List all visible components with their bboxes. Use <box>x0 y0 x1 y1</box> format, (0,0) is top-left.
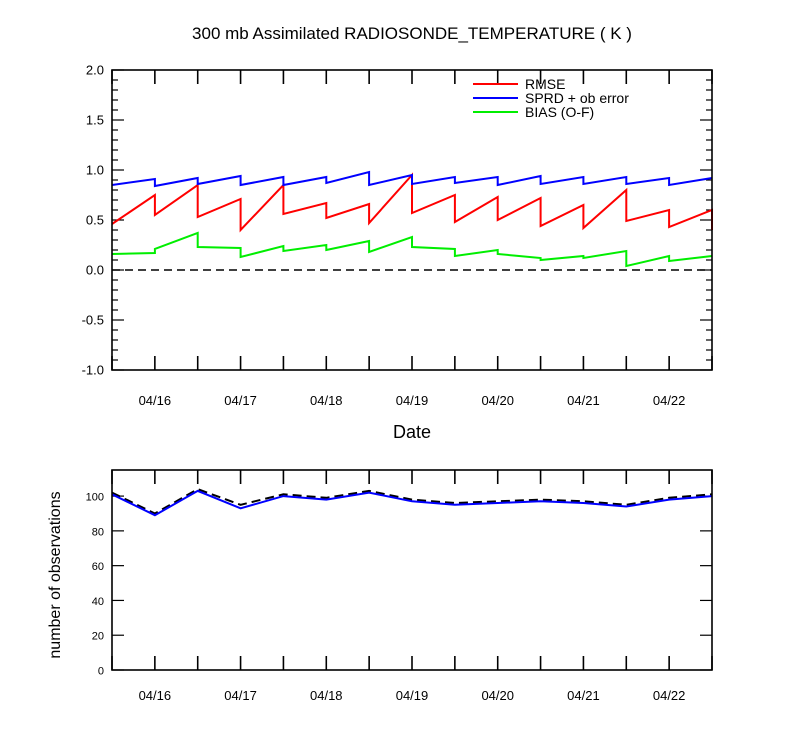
series-sprd-ob-error <box>111 170 713 188</box>
x-tick-label: 04/17 <box>224 688 257 703</box>
y-tick-label: 1.0 <box>86 163 104 178</box>
y-axis-title-observations: number of observations <box>47 491 64 658</box>
x-tick-label: 04/17 <box>224 393 257 408</box>
series-rmse <box>111 172 713 233</box>
series-1 <box>111 489 713 517</box>
x-tick-label: 04/20 <box>481 688 514 703</box>
legend-label: SPRD + ob error <box>525 90 629 106</box>
x-tick-label: 04/18 <box>310 688 343 703</box>
x-tick-label: 04/22 <box>653 688 686 703</box>
y-tick-label: 2.0 <box>86 63 104 78</box>
series-bias-o-f <box>111 231 713 268</box>
x-tick-label: 04/18 <box>310 393 343 408</box>
series-0 <box>111 488 713 515</box>
bottom-plot: 04/16 04/17 04/18 04/19 04/20 04/21 04/22 0 20 40… <box>86 469 713 703</box>
x-axis-title: Date <box>393 422 431 442</box>
x-tick-label: 04/19 <box>396 688 429 703</box>
y-tick-label: 0.5 <box>86 213 104 228</box>
x-tick-label: 04/20 <box>481 393 514 408</box>
plot-frame <box>111 69 713 371</box>
y-tick-label: 1.5 <box>86 113 104 128</box>
x-tick-label: 04/21 <box>567 393 600 408</box>
legend-label: BIAS (O-F) <box>525 104 594 120</box>
y-tick-label: -1.0 <box>82 363 104 378</box>
y-tick-label: 20 <box>92 631 104 643</box>
x-tick-label: 04/16 <box>139 688 172 703</box>
legend-label: RMSE <box>525 76 565 92</box>
x-tick-label: 04/19 <box>396 393 429 408</box>
y-tick-label: 80 <box>92 526 104 538</box>
plot-frame <box>111 469 713 671</box>
y-tick-label: 0.0 <box>86 263 104 278</box>
y-tick-label: 60 <box>92 561 104 573</box>
top-plot: 04/16 04/17 04/18 04/19 04/20 04/21 04/22 -1.0 -… <box>82 63 713 408</box>
y-tick-label: 40 <box>92 596 104 608</box>
x-tick-label: 04/22 <box>653 393 686 408</box>
y-tick-label: -0.5 <box>82 313 104 328</box>
y-tick-label: 0 <box>98 666 104 678</box>
chart-title: 300 mb Assimilated RADIOSONDE_TEMPERATUR… <box>192 24 632 43</box>
y-tick-label: 100 <box>86 492 104 504</box>
x-tick-label: 04/16 <box>139 393 172 408</box>
x-tick-label: 04/21 <box>567 688 600 703</box>
